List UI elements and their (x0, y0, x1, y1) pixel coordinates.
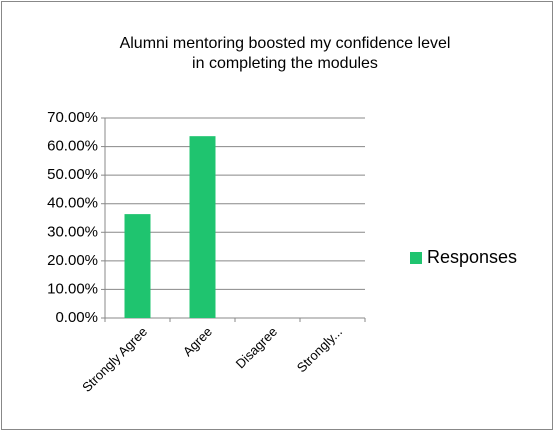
bar (124, 214, 151, 318)
legend-label: Responses (427, 247, 517, 267)
y-tick-label: 50.00% (47, 166, 98, 183)
y-tick-label: 40.00% (47, 195, 98, 212)
chart-title: in completing the modules (192, 55, 378, 72)
y-tick-label: 60.00% (47, 138, 98, 155)
y-tick-label: 0.00% (55, 309, 98, 326)
y-tick-label: 20.00% (47, 252, 98, 269)
chart-title: Alumni mentoring boosted my confidence l… (120, 35, 451, 52)
y-tick-label: 70.00% (47, 109, 98, 126)
legend-swatch (410, 252, 422, 264)
y-tick-label: 30.00% (47, 223, 98, 240)
bar (189, 136, 216, 318)
y-tick-label: 10.00% (47, 280, 98, 297)
